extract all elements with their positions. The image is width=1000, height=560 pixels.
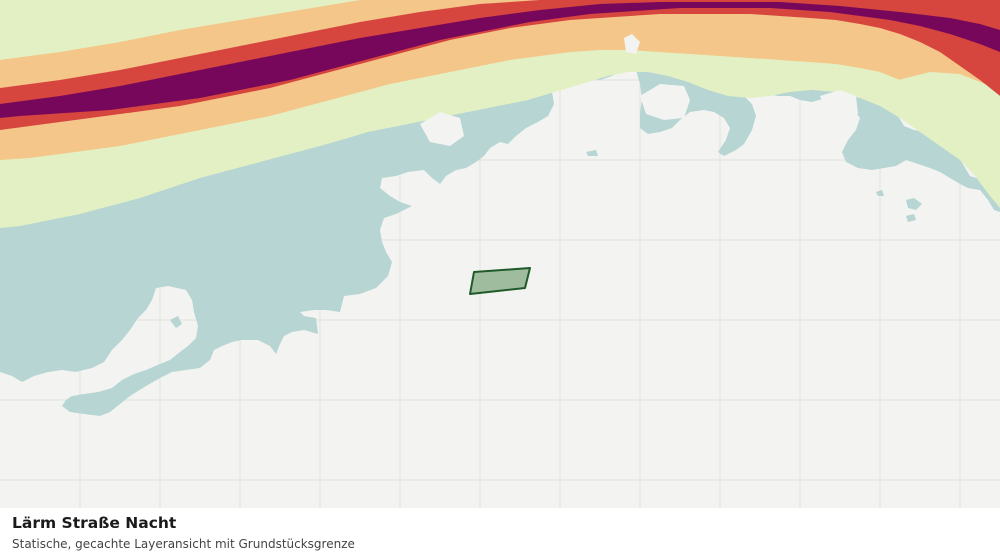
noise-band-4 bbox=[0, 2, 1000, 118]
map-canvas bbox=[0, 0, 1000, 508]
water-islet-5 bbox=[170, 316, 182, 328]
water-islet-3 bbox=[876, 190, 884, 196]
water-islet-4 bbox=[586, 150, 598, 156]
water-area-main bbox=[0, 30, 636, 416]
land-gap-4 bbox=[624, 34, 640, 54]
land-gap-2 bbox=[420, 112, 464, 146]
water-area-mid bbox=[760, 70, 1000, 212]
map-view[interactable] bbox=[0, 0, 1000, 508]
layer-subtitle: Statische, gecachte Layeransicht mit Gru… bbox=[12, 537, 355, 551]
land-gap-3 bbox=[820, 90, 858, 120]
map-caption: Lärm Straße Nacht Statische, gecachte La… bbox=[0, 508, 1000, 560]
noise-band-2 bbox=[0, 0, 1000, 160]
water-islet-1 bbox=[906, 198, 922, 210]
noise-band-1-east bbox=[898, 72, 1000, 180]
water-islet-2 bbox=[906, 214, 916, 222]
parcel-boundary[interactable] bbox=[469, 267, 531, 295]
layer-title: Lärm Straße Nacht bbox=[12, 514, 177, 532]
land-gap-1 bbox=[640, 84, 690, 120]
